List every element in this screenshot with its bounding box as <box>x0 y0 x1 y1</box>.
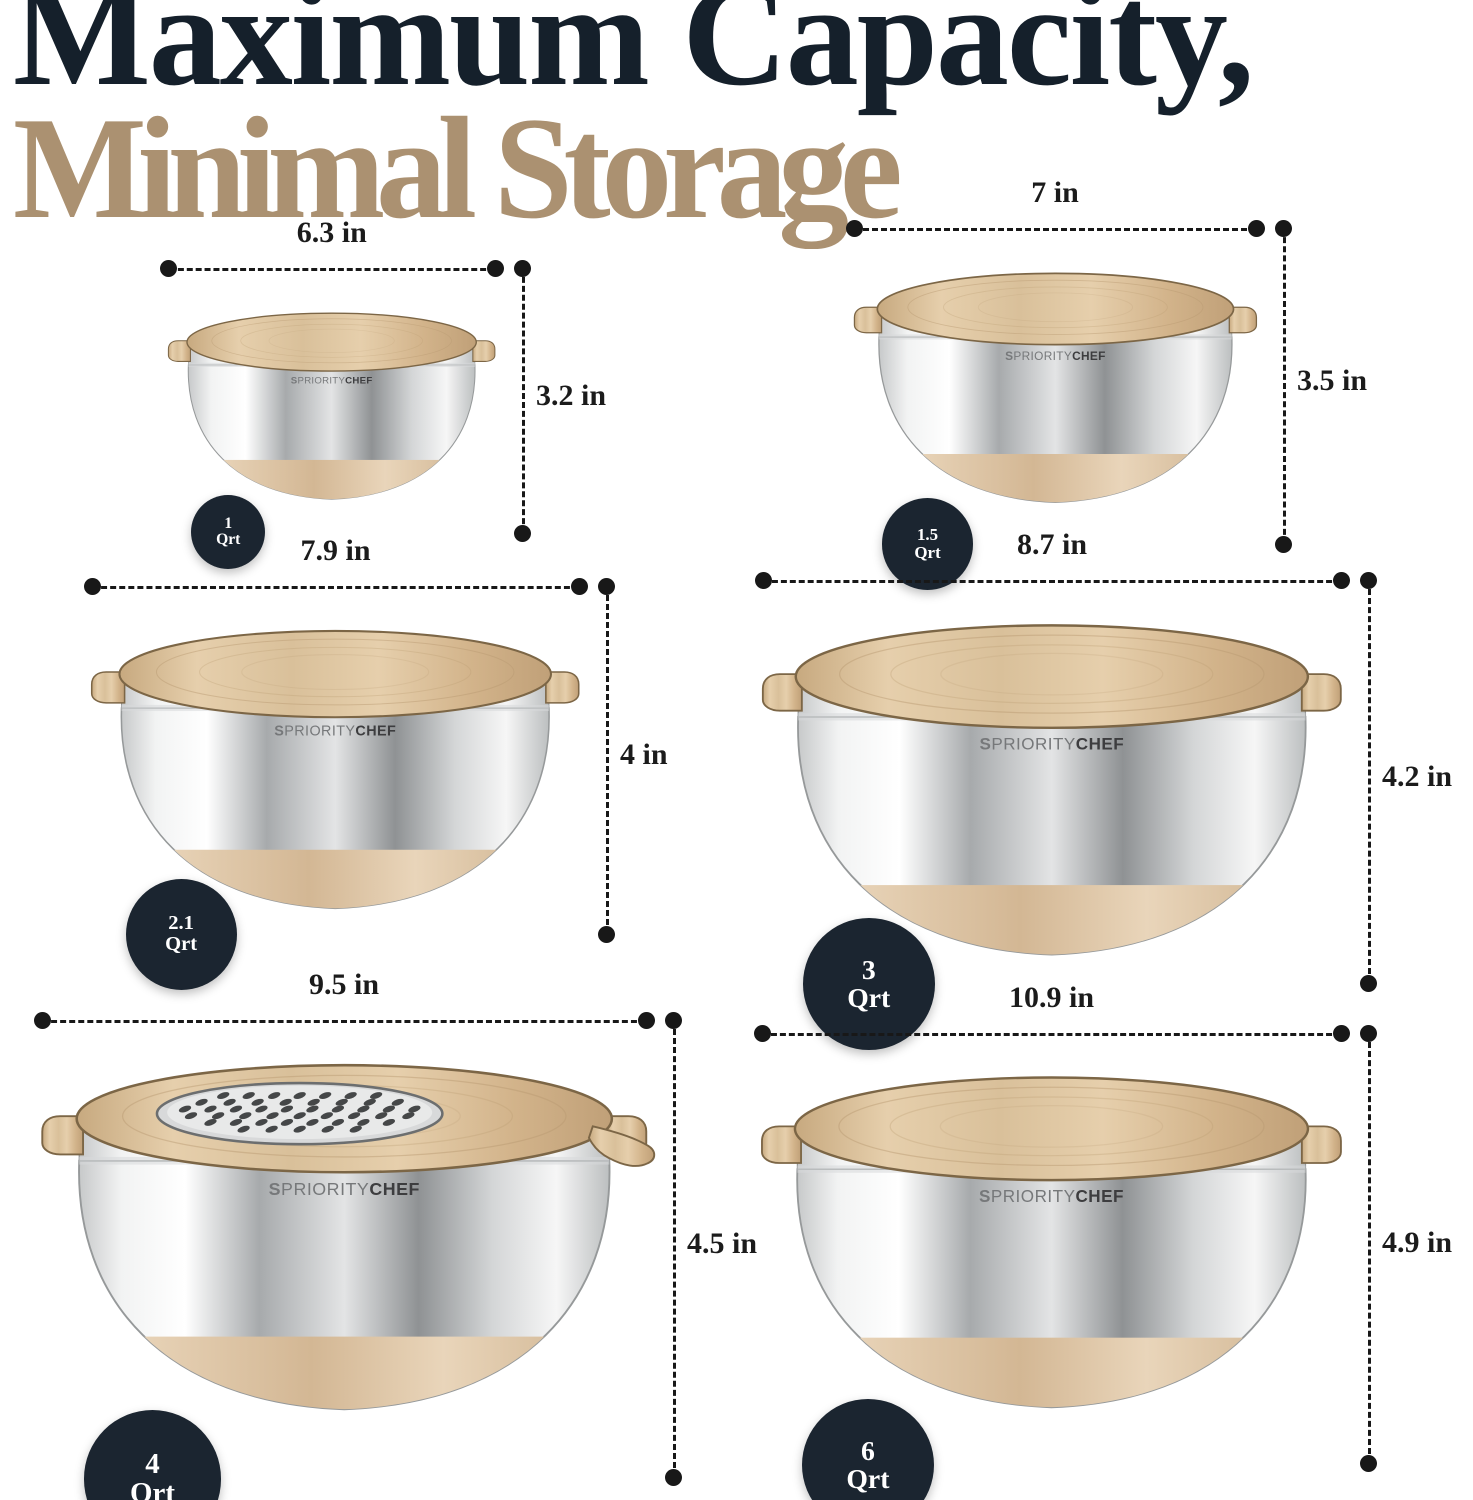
svg-text:SPRIORITYCHEF: SPRIORITYCHEF <box>980 734 1125 753</box>
svg-text:SPRIORITYCHEF: SPRIORITYCHEF <box>275 724 397 740</box>
svg-text:SPRIORITYCHEF: SPRIORITYCHEF <box>979 1188 1124 1207</box>
svg-text:SPRIORITYCHEF: SPRIORITYCHEF <box>1005 348 1106 362</box>
svg-text:SPRIORITYCHEF: SPRIORITYCHEF <box>291 375 373 386</box>
svg-text:SPRIORITYCHEF: SPRIORITYCHEF <box>268 1179 419 1199</box>
